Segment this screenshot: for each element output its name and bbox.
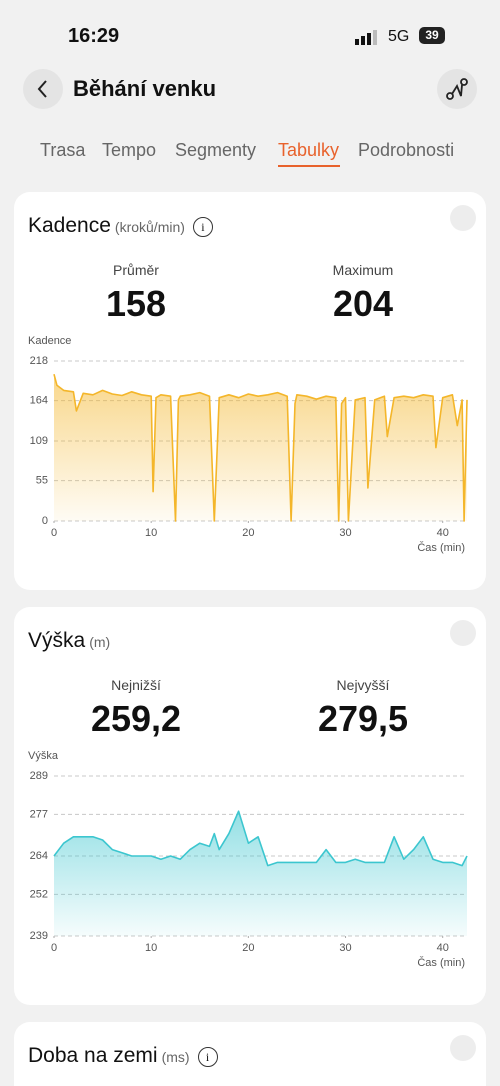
y-tick-label: 109 [30, 435, 48, 447]
y-tick-label: 55 [36, 475, 48, 487]
y-tick-label: 0 [42, 515, 48, 527]
expand-button[interactable] [450, 205, 476, 231]
card-title-row: Doba na zemi (ms) i [28, 1044, 218, 1068]
x-tick-label: 40 [437, 942, 449, 954]
stat-value: 279,5 [317, 698, 409, 739]
stat-label: Maximum [332, 262, 394, 278]
y-tick-label: 239 [30, 930, 48, 942]
altitude-card: Výška (m) Nejnižší 259,2 Nejvyšší 279,5 V… [14, 607, 486, 1005]
card-title: Výška [28, 629, 86, 652]
y-tick-label: 264 [30, 850, 48, 862]
card-unit: (ms) [161, 1049, 190, 1065]
y-axis-label: Výška [28, 750, 59, 762]
ground-time-card: Doba na zemi (ms) i [14, 1022, 486, 1086]
x-tick-label: 30 [339, 942, 351, 954]
tab-active[interactable]: Tabulky [278, 140, 340, 160]
card-title: Doba na zemi [28, 1044, 158, 1067]
battery-level: 39 [419, 27, 445, 44]
data-line [53, 373, 468, 522]
y-tick-label: 277 [30, 808, 48, 820]
page-title: Běhání venku [73, 76, 217, 101]
card-title-row: Kadence (kroků/min) i [28, 214, 213, 238]
info-icon[interactable]: i [192, 217, 213, 237]
x-tick-label: 10 [145, 942, 157, 954]
expand-button[interactable] [450, 620, 476, 646]
chart: Kadence 0 55 109 164 218 0 10 20 30 40 Čas (min) [28, 335, 468, 554]
stat-label: Nejvyšší [336, 677, 390, 693]
signal-icon [355, 30, 377, 45]
tab[interactable]: Trasa [40, 140, 86, 160]
x-tick-label: 20 [242, 942, 254, 954]
card-unit: (m) [89, 634, 111, 650]
area-fill [54, 811, 467, 936]
route-button[interactable] [437, 69, 477, 109]
card-title: Kadence [28, 214, 111, 237]
area-fill [54, 374, 467, 521]
y-tick-label: 218 [30, 355, 48, 367]
stat-label: Nejnižší [111, 677, 161, 693]
y-tick-label: 252 [30, 888, 48, 900]
y-tick-label: 164 [30, 395, 48, 407]
expand-button[interactable] [450, 1035, 476, 1061]
status-time: 16:29 [68, 25, 120, 47]
network-label: 5G [388, 28, 410, 45]
stat-label: Průměr [113, 262, 159, 278]
tab[interactable]: Podrobnosti [358, 140, 455, 160]
tab[interactable]: Tempo [102, 140, 157, 160]
x-tick-label: 0 [51, 942, 57, 954]
x-tick-label: 20 [242, 527, 254, 539]
data-line [53, 810, 468, 867]
cadence-card: Kadence (kroků/min) i Průměr 158 Maximum 2… [14, 192, 486, 590]
tab-indicator [278, 165, 340, 167]
stat-value: 158 [105, 283, 167, 324]
tab[interactable]: Segmenty [175, 140, 257, 160]
y-axis-label: Kadence [28, 335, 71, 347]
x-tick-label: 0 [51, 527, 57, 539]
back-button[interactable] [23, 69, 63, 109]
x-tick-label: 10 [145, 527, 157, 539]
card-unit: (kroků/min) [114, 219, 185, 235]
stat-value: 204 [332, 283, 394, 324]
x-tick-label: 40 [437, 527, 449, 539]
chart: Výška 239 252 264 277 289 0 10 20 30 40 Čas (min) [28, 750, 468, 969]
info-icon[interactable]: i [197, 1047, 218, 1067]
y-tick-label: 289 [30, 770, 48, 782]
x-axis-label: Čas (min) [417, 541, 465, 554]
x-tick-label: 30 [339, 527, 351, 539]
x-axis-label: Čas (min) [417, 956, 465, 969]
stat-value: 259,2 [90, 698, 182, 739]
card-title-row: Výška (m) [28, 629, 110, 653]
